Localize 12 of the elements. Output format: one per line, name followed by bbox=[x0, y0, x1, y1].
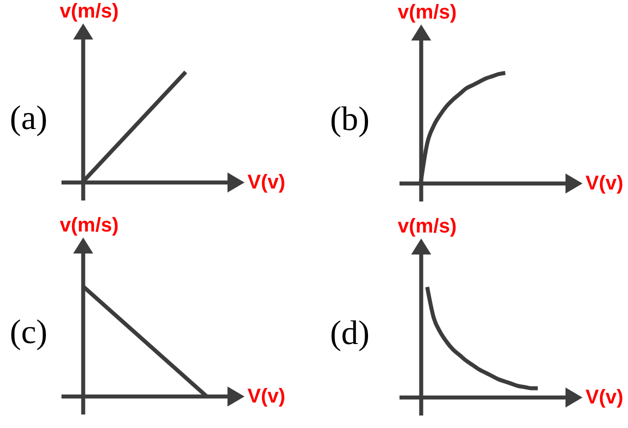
y-axis-title: v(m/s) bbox=[398, 216, 457, 238]
text: (b) bbox=[330, 101, 370, 138]
x-axis-title: V(v) bbox=[248, 386, 286, 408]
y-axis-title: v(m/s) bbox=[398, 2, 457, 24]
text: (a) bbox=[10, 100, 48, 137]
y-axis-title: v(m/s) bbox=[60, 214, 119, 236]
text: (d) bbox=[330, 315, 370, 352]
x-axis-title: V(v) bbox=[248, 172, 286, 194]
x-axis-title: V(v) bbox=[586, 172, 624, 194]
y-axis-title: v(m/s) bbox=[60, 0, 119, 22]
text: (c) bbox=[10, 314, 48, 351]
x-axis-title: V(v) bbox=[586, 386, 624, 408]
